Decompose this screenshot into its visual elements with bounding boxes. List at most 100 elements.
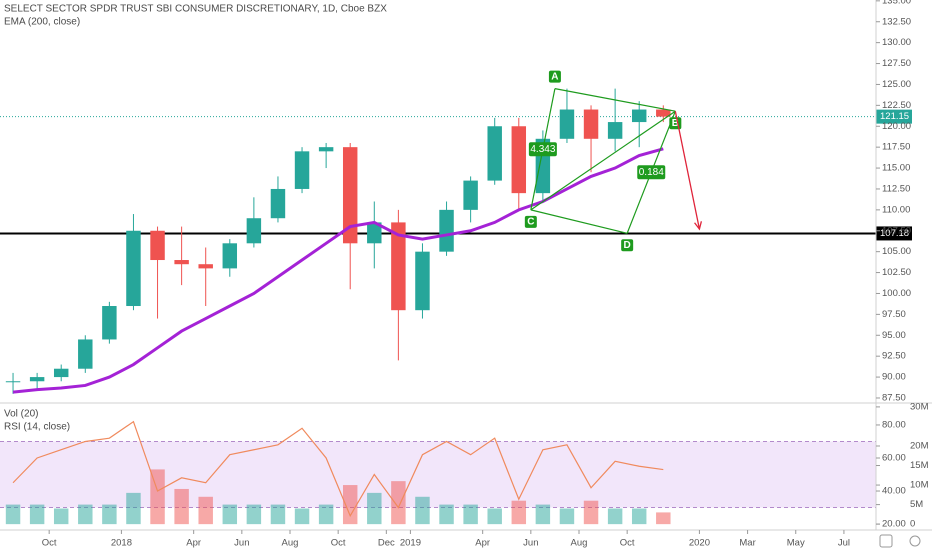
hline-label-box [876, 226, 912, 241]
candle-body [5, 381, 21, 383]
y-tick-label: 90.00 [882, 372, 906, 383]
volume-bar [607, 508, 623, 525]
y-tick-label: 30M [910, 401, 929, 412]
volume-bar [439, 504, 454, 525]
volume-bar [511, 500, 527, 525]
candle-body [222, 243, 238, 269]
candle-body [318, 147, 334, 152]
volume-bar [318, 504, 334, 525]
ratio-box [637, 165, 666, 180]
pattern-edge [554, 88, 676, 112]
pattern-point-box [548, 70, 561, 83]
lower-pane [0, 420, 876, 525]
pattern-edge [530, 209, 628, 234]
settings-icon[interactable] [909, 535, 921, 547]
volume-bar [126, 492, 141, 525]
candle-body [294, 151, 310, 189]
candle-body [198, 264, 213, 269]
candle-body [246, 218, 262, 244]
y-tick-label: 117.50 [882, 142, 910, 153]
volume-bar [391, 481, 406, 525]
volume-bar [222, 504, 238, 525]
y-tick-label: 20M [910, 441, 929, 452]
volume-bar [342, 485, 358, 525]
candle-body [511, 126, 527, 194]
x-tick-label: Aug [571, 538, 588, 549]
y-tick-label: 87.50 [882, 392, 906, 403]
y-tick-label: 102.50 [882, 267, 911, 278]
volume-bar [150, 469, 165, 525]
volume-bar [535, 504, 551, 525]
y-tick-label: 80.00 [882, 419, 906, 430]
volume-bar [270, 504, 286, 525]
volume-bar [415, 496, 430, 525]
volume-bar [656, 512, 671, 525]
chart-title: SELECT SECTOR SPDR TRUST SBI CONSUMER DI… [4, 4, 387, 15]
candle-body [174, 260, 189, 265]
candle-body [342, 147, 358, 244]
candle-body [53, 368, 69, 378]
indicator-label: RSI (14, close) [4, 422, 70, 433]
y-tick-label: 130.00 [882, 37, 911, 48]
candle-body [78, 339, 93, 369]
x-tick-label: Apr [186, 538, 201, 549]
candle-body [102, 306, 117, 340]
candle-body [29, 377, 45, 382]
volume-bar [559, 508, 575, 525]
ratio-box [528, 142, 557, 157]
x-tick-label: Jun [234, 538, 249, 549]
x-tick-label: Mar [739, 538, 755, 549]
hline-label: 107.18 [880, 228, 909, 239]
volume-bar [78, 504, 93, 525]
y-tick-label: 132.50 [882, 16, 911, 27]
y-tick-label: 127.50 [882, 58, 911, 69]
candle-body [631, 109, 647, 123]
y-tick-label: 5M [910, 499, 923, 510]
y-tick-label: 40.00 [882, 486, 906, 497]
candle-body [415, 251, 430, 311]
x-tick-label: Jun [523, 538, 538, 549]
x-tick-label: Jul [838, 538, 850, 549]
x-tick-label: May [787, 538, 805, 549]
candle-body [367, 222, 382, 244]
volume-bar [487, 508, 502, 525]
arrow-line [674, 111, 701, 230]
y-tick-label: 0 [910, 519, 915, 530]
candle-body [439, 209, 454, 252]
candle-body [270, 188, 286, 219]
volume-bar [583, 500, 599, 525]
pattern-point-box [524, 215, 537, 228]
y-tick-label: 120.00 [882, 121, 911, 132]
volume-bar [174, 488, 189, 525]
candle-body [583, 109, 599, 139]
pattern-point-label: B [672, 118, 679, 129]
y-tick-label: 100.00 [882, 288, 911, 299]
candle-body [391, 222, 406, 311]
y-tick-label: 95.00 [882, 330, 906, 341]
volume-bar [102, 504, 117, 525]
y-tick-label: 92.50 [882, 351, 906, 362]
y-tick-label: 10M [910, 480, 929, 491]
volume-bar [53, 508, 69, 525]
indicator-label: Vol (20) [4, 409, 38, 420]
ratio-label: 0.184 [639, 167, 664, 178]
rsi-line [12, 420, 664, 518]
y-tick-label: 135.00 [882, 0, 911, 6]
candle-body [607, 122, 623, 139]
candle-body [559, 109, 575, 139]
candle-body [487, 126, 502, 181]
y-tick-label: 97.50 [882, 309, 906, 320]
y-tick-label: 105.00 [882, 246, 911, 257]
indicator-label: EMA (200, close) [4, 17, 80, 28]
x-tick-label: Apr [475, 538, 490, 549]
ema-line [12, 147, 664, 394]
pattern-point-box [621, 239, 634, 252]
volume-bar [631, 508, 647, 525]
price-pane: 107.18 121.15 A B C D 4.343 0.184 [0, 70, 912, 394]
settings-icon[interactable] [879, 534, 893, 548]
volume-bar [246, 504, 262, 525]
y-tick-label: 15M [910, 460, 929, 471]
x-tick-label: Oct [620, 538, 635, 549]
volume-bar [198, 496, 213, 525]
